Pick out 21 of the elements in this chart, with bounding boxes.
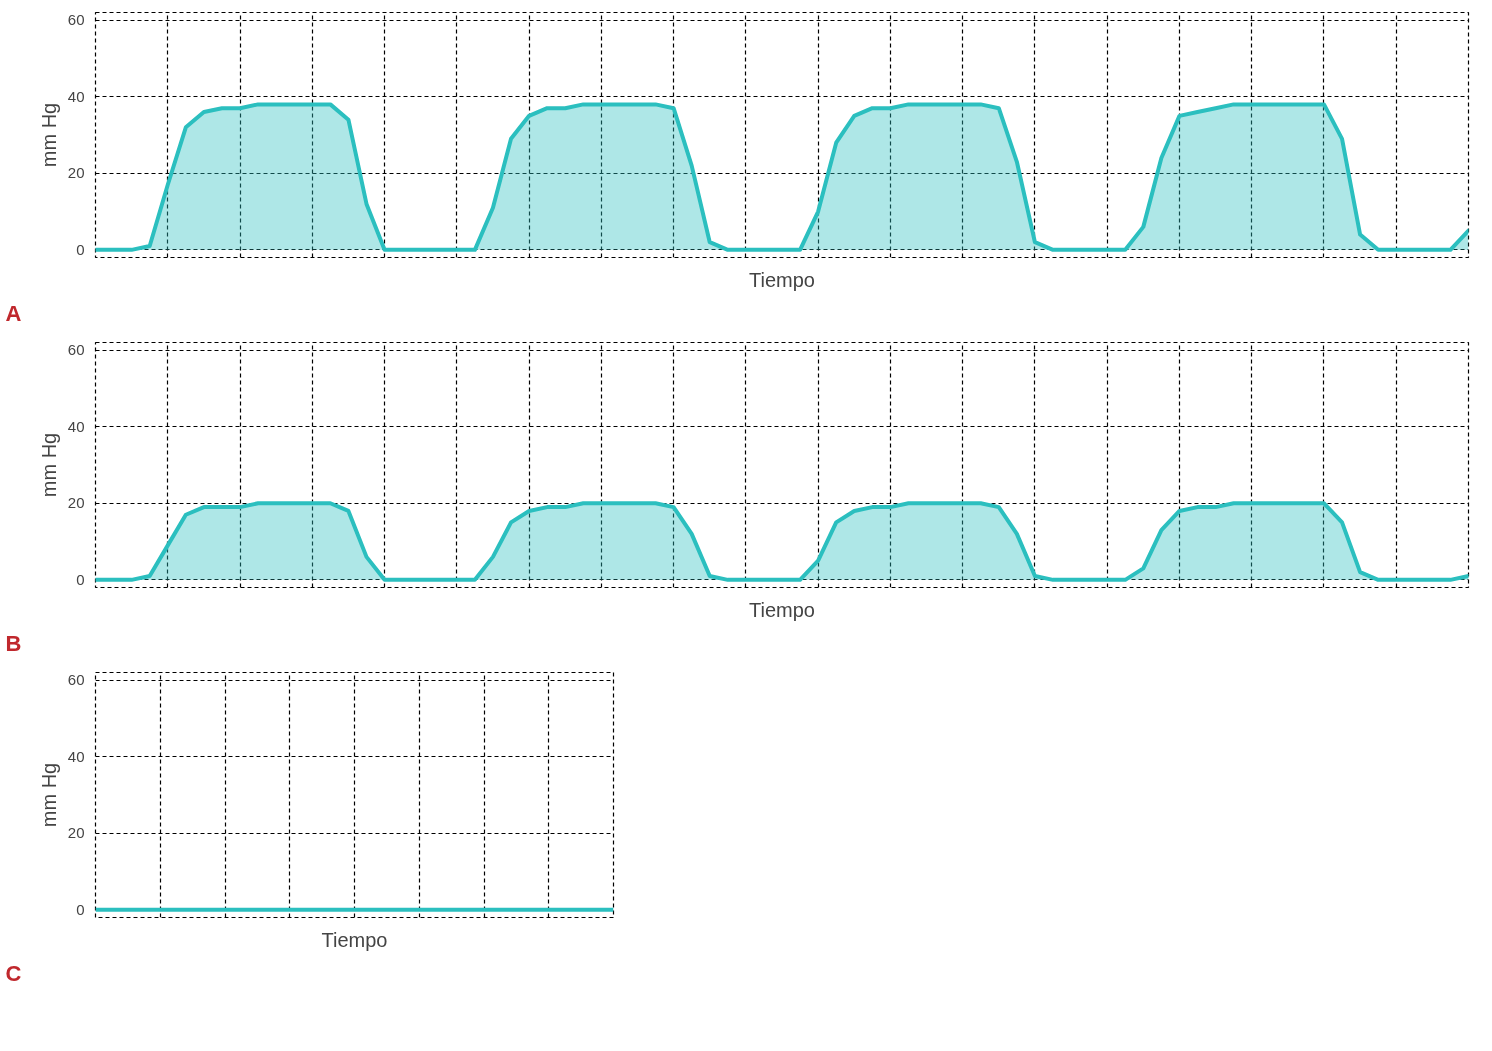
x-axis-title: Tiempo bbox=[321, 928, 388, 951]
text: A bbox=[5, 300, 22, 326]
y-tick-label: 60 bbox=[67, 11, 85, 29]
y-tick-label: 60 bbox=[67, 341, 85, 359]
y-axis-title: mm Hg bbox=[37, 102, 60, 168]
y-tick-label: 60 bbox=[67, 671, 85, 689]
y-tick-label: 40 bbox=[67, 87, 85, 105]
y-tick-label: 20 bbox=[67, 824, 85, 842]
y-tick-label: 0 bbox=[76, 240, 85, 258]
y-tick-label: 20 bbox=[67, 164, 85, 182]
y-axis-title: mm Hg bbox=[37, 762, 60, 828]
text: C bbox=[5, 960, 22, 986]
x-axis-title: Tiempo bbox=[749, 268, 815, 291]
x-axis-title: Tiempo bbox=[749, 598, 815, 621]
y-tick-label: 40 bbox=[67, 417, 85, 435]
y-tick-label: 20 bbox=[67, 494, 85, 512]
y-tick-label: 40 bbox=[67, 747, 85, 765]
y-axis-title: mm Hg bbox=[37, 432, 60, 498]
text: B bbox=[5, 630, 22, 656]
y-tick-label: 0 bbox=[76, 900, 85, 918]
y-tick-label: 0 bbox=[76, 570, 85, 588]
